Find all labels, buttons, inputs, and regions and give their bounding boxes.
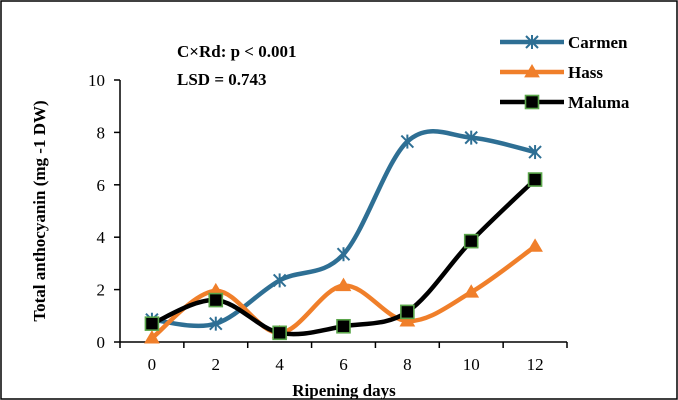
hass-point-10: [463, 284, 480, 298]
legend-item-maluma: Maluma: [500, 93, 630, 112]
legend-marker-maluma: [524, 94, 540, 110]
annotation-significance: C×Rd: p < 0.001: [177, 42, 297, 61]
x-tick-label: 10: [463, 355, 480, 374]
maluma-point-2: [208, 292, 224, 308]
y-tick-label: 6: [97, 176, 106, 195]
maluma-point-8: [400, 304, 415, 320]
x-tick-label: 8: [403, 355, 412, 374]
hass-point-6: [335, 277, 352, 292]
hass-point-8: [399, 313, 416, 327]
legend-item-carmen: Carmen: [500, 33, 628, 52]
y-tick-label: 8: [97, 123, 106, 142]
hass-point-0: [144, 330, 160, 344]
maluma-point-12: [527, 172, 543, 187]
x-tick-label: 4: [275, 355, 284, 374]
y-axis-label: Total anthocyanin (mg -1 DW): [30, 100, 49, 321]
y-tick-label: 10: [88, 71, 105, 90]
x-tick-label: 12: [527, 355, 544, 374]
maluma-point-10: [463, 233, 479, 249]
y-tick-label: 2: [97, 281, 106, 300]
legend-marker-hass: [524, 64, 540, 78]
y-tick-label: 0: [97, 333, 106, 352]
series-layer: [144, 129, 543, 344]
carmen-point-2: [209, 316, 223, 331]
legend-label-carmen: Carmen: [568, 33, 628, 52]
maluma-point-4: [272, 325, 287, 341]
annotation-lsd: LSD = 0.743: [177, 70, 267, 89]
series-maluma: [144, 172, 543, 341]
legend: Carmen Hass Maluma: [500, 33, 630, 112]
x-tick-label: 0: [148, 355, 157, 374]
carmen-point-6: [336, 247, 351, 262]
y-tick-label: 4: [97, 228, 106, 247]
hass-point-12: [527, 238, 543, 252]
x-axis-label: Ripening days: [292, 381, 396, 400]
legend-item-hass: Hass: [500, 63, 603, 82]
carmen-point-10: [464, 130, 478, 145]
y-axis-ticks: 0 2 4 6 8 10: [88, 71, 120, 352]
carmen-point-8: [400, 134, 415, 149]
legend-label-hass: Hass: [568, 63, 603, 82]
maluma-point-6: [336, 318, 351, 334]
legend-marker-carmen: [525, 35, 539, 49]
carmen-point-12: [528, 145, 542, 160]
x-tick-label: 2: [212, 355, 221, 374]
carmen-point-4: [272, 273, 287, 288]
maluma-point-0: [144, 316, 160, 331]
x-axis-ticks: 0 2 4 6 8 10 12: [119, 342, 568, 374]
x-tick-label: 6: [339, 355, 348, 374]
legend-label-maluma: Maluma: [568, 93, 630, 112]
